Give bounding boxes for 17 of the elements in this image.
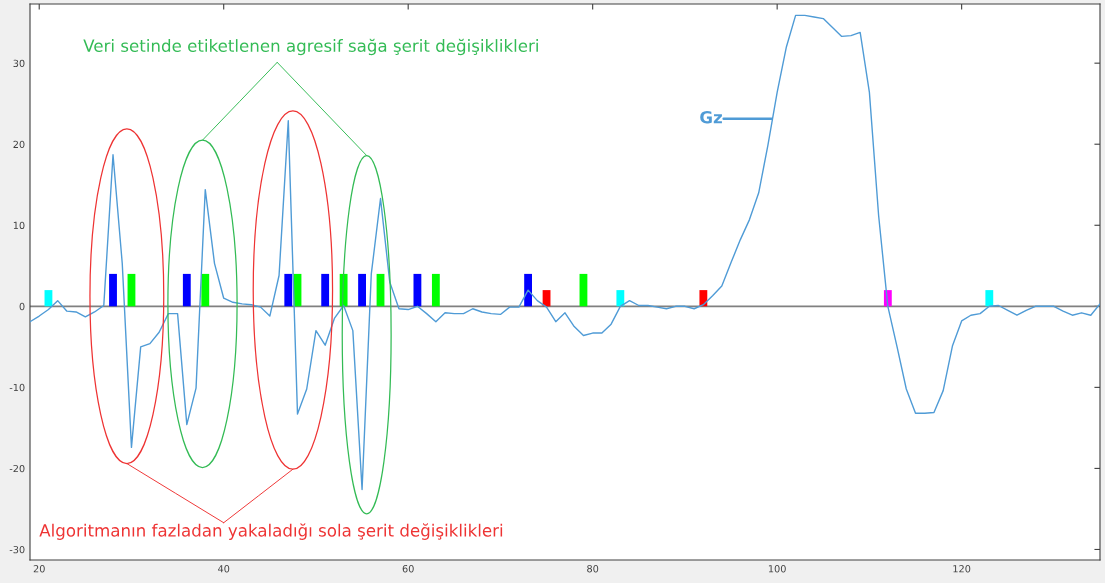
annotation: Algoritmanın fazladan yakaladığı sola şerit değişiklikleri [39, 523, 503, 540]
x-tick-label: 20 [33, 565, 45, 573]
y-tick-label: -10 [9, 383, 25, 392]
x-tick-label: 120 [953, 565, 971, 573]
y-tick-label: 20 [13, 140, 25, 149]
y-tick-label: -20 [9, 464, 25, 473]
legend-label: Gz [700, 110, 722, 124]
x-tick-label: 100 [768, 565, 786, 573]
annotation: Veri setinde etiketlenen agresif sağa şerit değişiklikleri [83, 38, 538, 56]
y-tick-label: -30 [9, 545, 25, 554]
x-tick-label: 60 [402, 565, 414, 573]
y-tick-label: 30 [13, 59, 25, 67]
x-tick-label: 80 [587, 565, 599, 573]
y-tick-label: 10 [13, 221, 25, 230]
x-tick-label: 40 [218, 565, 230, 573]
y-tick-label: 0 [19, 302, 25, 311]
line-series [30, 14, 1100, 491]
